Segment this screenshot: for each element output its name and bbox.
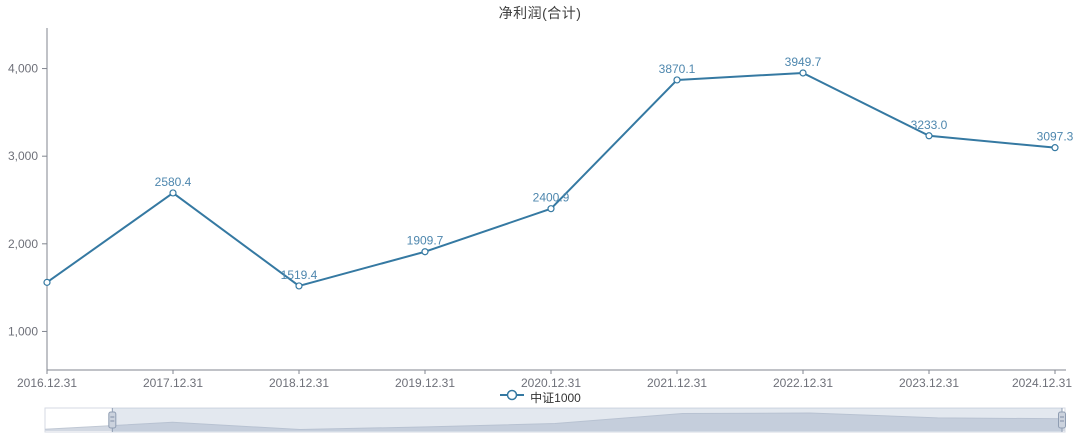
data-point-label: 3233.0 — [911, 118, 948, 132]
chart-title: 净利润(合计) — [498, 5, 582, 21]
x-axis-label: 2022.12.31 — [773, 376, 833, 390]
x-axis-label: 2023.12.31 — [899, 376, 959, 390]
data-point-label: 1909.7 — [407, 234, 444, 248]
data-point-label: 3949.7 — [785, 55, 822, 69]
data-point[interactable] — [799, 69, 807, 77]
x-axis-label: 2017.12.31 — [143, 376, 203, 390]
data-point-label: 3870.1 — [659, 62, 696, 76]
datazoom-selected-range[interactable] — [112, 408, 1062, 432]
data-point-label: 3097.3 — [1037, 130, 1074, 144]
y-axis-label: 4,000 — [8, 62, 38, 76]
x-axis-label: 2021.12.31 — [647, 376, 707, 390]
legend-item-label[interactable]: 中证1000 — [530, 390, 581, 405]
x-axis-label: 2024.12.31 — [1012, 376, 1072, 390]
data-point[interactable] — [673, 76, 681, 84]
x-axis-label: 2016.12.31 — [17, 376, 77, 390]
datazoom-slider[interactable] — [44, 407, 1066, 433]
x-axis-label: 2019.12.31 — [395, 376, 455, 390]
datazoom-preview-line — [44, 412, 1066, 431]
datazoom-handle-left[interactable] — [108, 411, 117, 429]
data-point-label: 2400.9 — [533, 191, 570, 205]
legend: 中证1000 — [0, 388, 1080, 406]
y-axis-label: 3,000 — [8, 149, 38, 163]
data-point[interactable] — [295, 282, 303, 290]
data-point-label: 1519.4 — [281, 268, 318, 282]
series-line — [46, 71, 1056, 287]
data-point[interactable] — [925, 132, 933, 140]
y-axis-label: 2,000 — [8, 237, 38, 251]
data-point[interactable] — [169, 189, 177, 197]
data-point[interactable] — [1051, 144, 1059, 152]
datazoom-preview-area — [45, 413, 1065, 431]
x-axis-label: 2020.12.31 — [521, 376, 581, 390]
y-axis-label: 1,000 — [8, 324, 38, 338]
data-point[interactable] — [43, 278, 51, 286]
data-point[interactable] — [547, 205, 555, 213]
data-point[interactable] — [421, 248, 429, 256]
datazoom-handle-right[interactable] — [1058, 411, 1066, 429]
line-series-legend-icon — [499, 388, 525, 406]
data-point-label: 2580.4 — [155, 175, 192, 189]
x-axis-label: 2018.12.31 — [269, 376, 329, 390]
